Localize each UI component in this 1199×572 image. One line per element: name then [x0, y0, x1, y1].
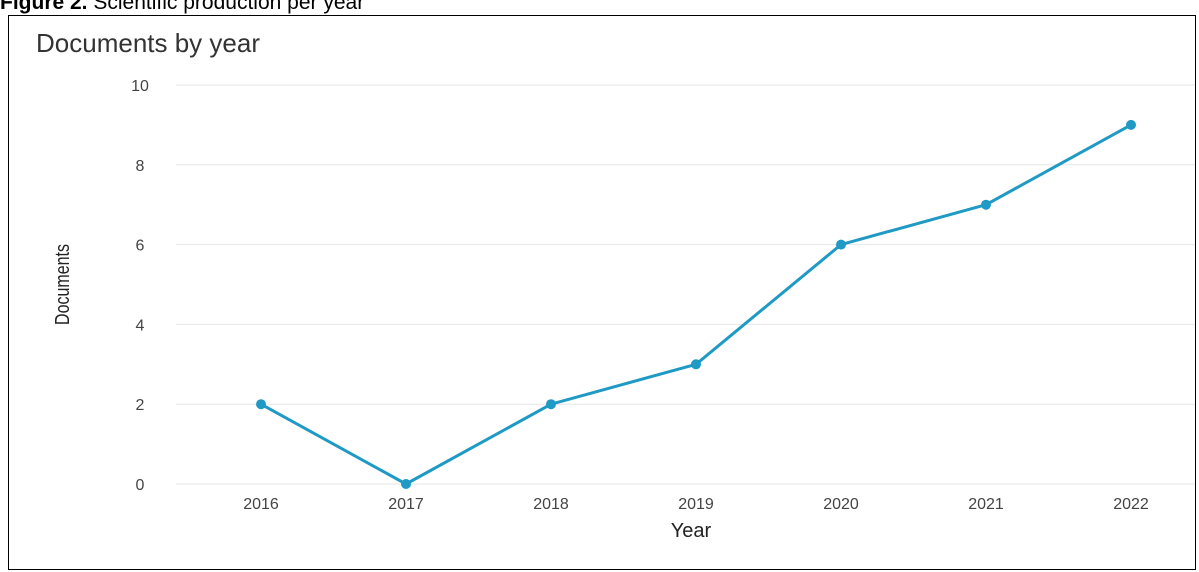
x-axis-title: Year: [671, 520, 712, 542]
chart-title: Documents by year: [36, 28, 260, 58]
series-line: [260, 123, 1132, 486]
data-point-2017: [401, 479, 411, 489]
x-tick-label-2017: 2017: [388, 496, 424, 513]
data-point-2019: [691, 359, 701, 370]
data-point-2021: [981, 199, 991, 210]
x-tick-label-2021: 2021: [968, 496, 1004, 513]
data-point-2016: [256, 399, 266, 410]
figure-caption: Figure 2. Scientific production per year: [0, 0, 364, 15]
y-tick-label-8: 8: [136, 158, 145, 175]
figure-caption-text: Scientific production per year: [93, 0, 365, 14]
x-tick-label-2020: 2020: [823, 496, 859, 513]
chart-frame: Documents by year 0 2 4 6 8 10 2016 2017 2018 201…: [8, 15, 1196, 570]
y-axis-title: Documents: [51, 244, 73, 325]
y-tick-label-0: 0: [136, 477, 145, 494]
x-tick-label-2016: 2016: [243, 496, 279, 513]
data-point-2022: [1126, 119, 1136, 130]
data-point-2020: [836, 239, 846, 250]
data-point-2018: [546, 399, 556, 410]
y-tick-label-2: 2: [136, 397, 145, 414]
y-tick-label-4: 4: [136, 317, 145, 334]
line-chart: 0 2 4 6 8 10 2016 2017 2018 2019 2020 2021 2022 Year D…: [51, 78, 1195, 542]
x-tick-label-2022: 2022: [1113, 496, 1149, 513]
x-tick-label-2019: 2019: [678, 496, 714, 513]
y-tick-label-10: 10: [131, 78, 149, 95]
figure-label: Figure 2.: [0, 0, 88, 14]
x-tick-label-2018: 2018: [533, 496, 569, 513]
y-tick-label-6: 6: [136, 238, 145, 255]
